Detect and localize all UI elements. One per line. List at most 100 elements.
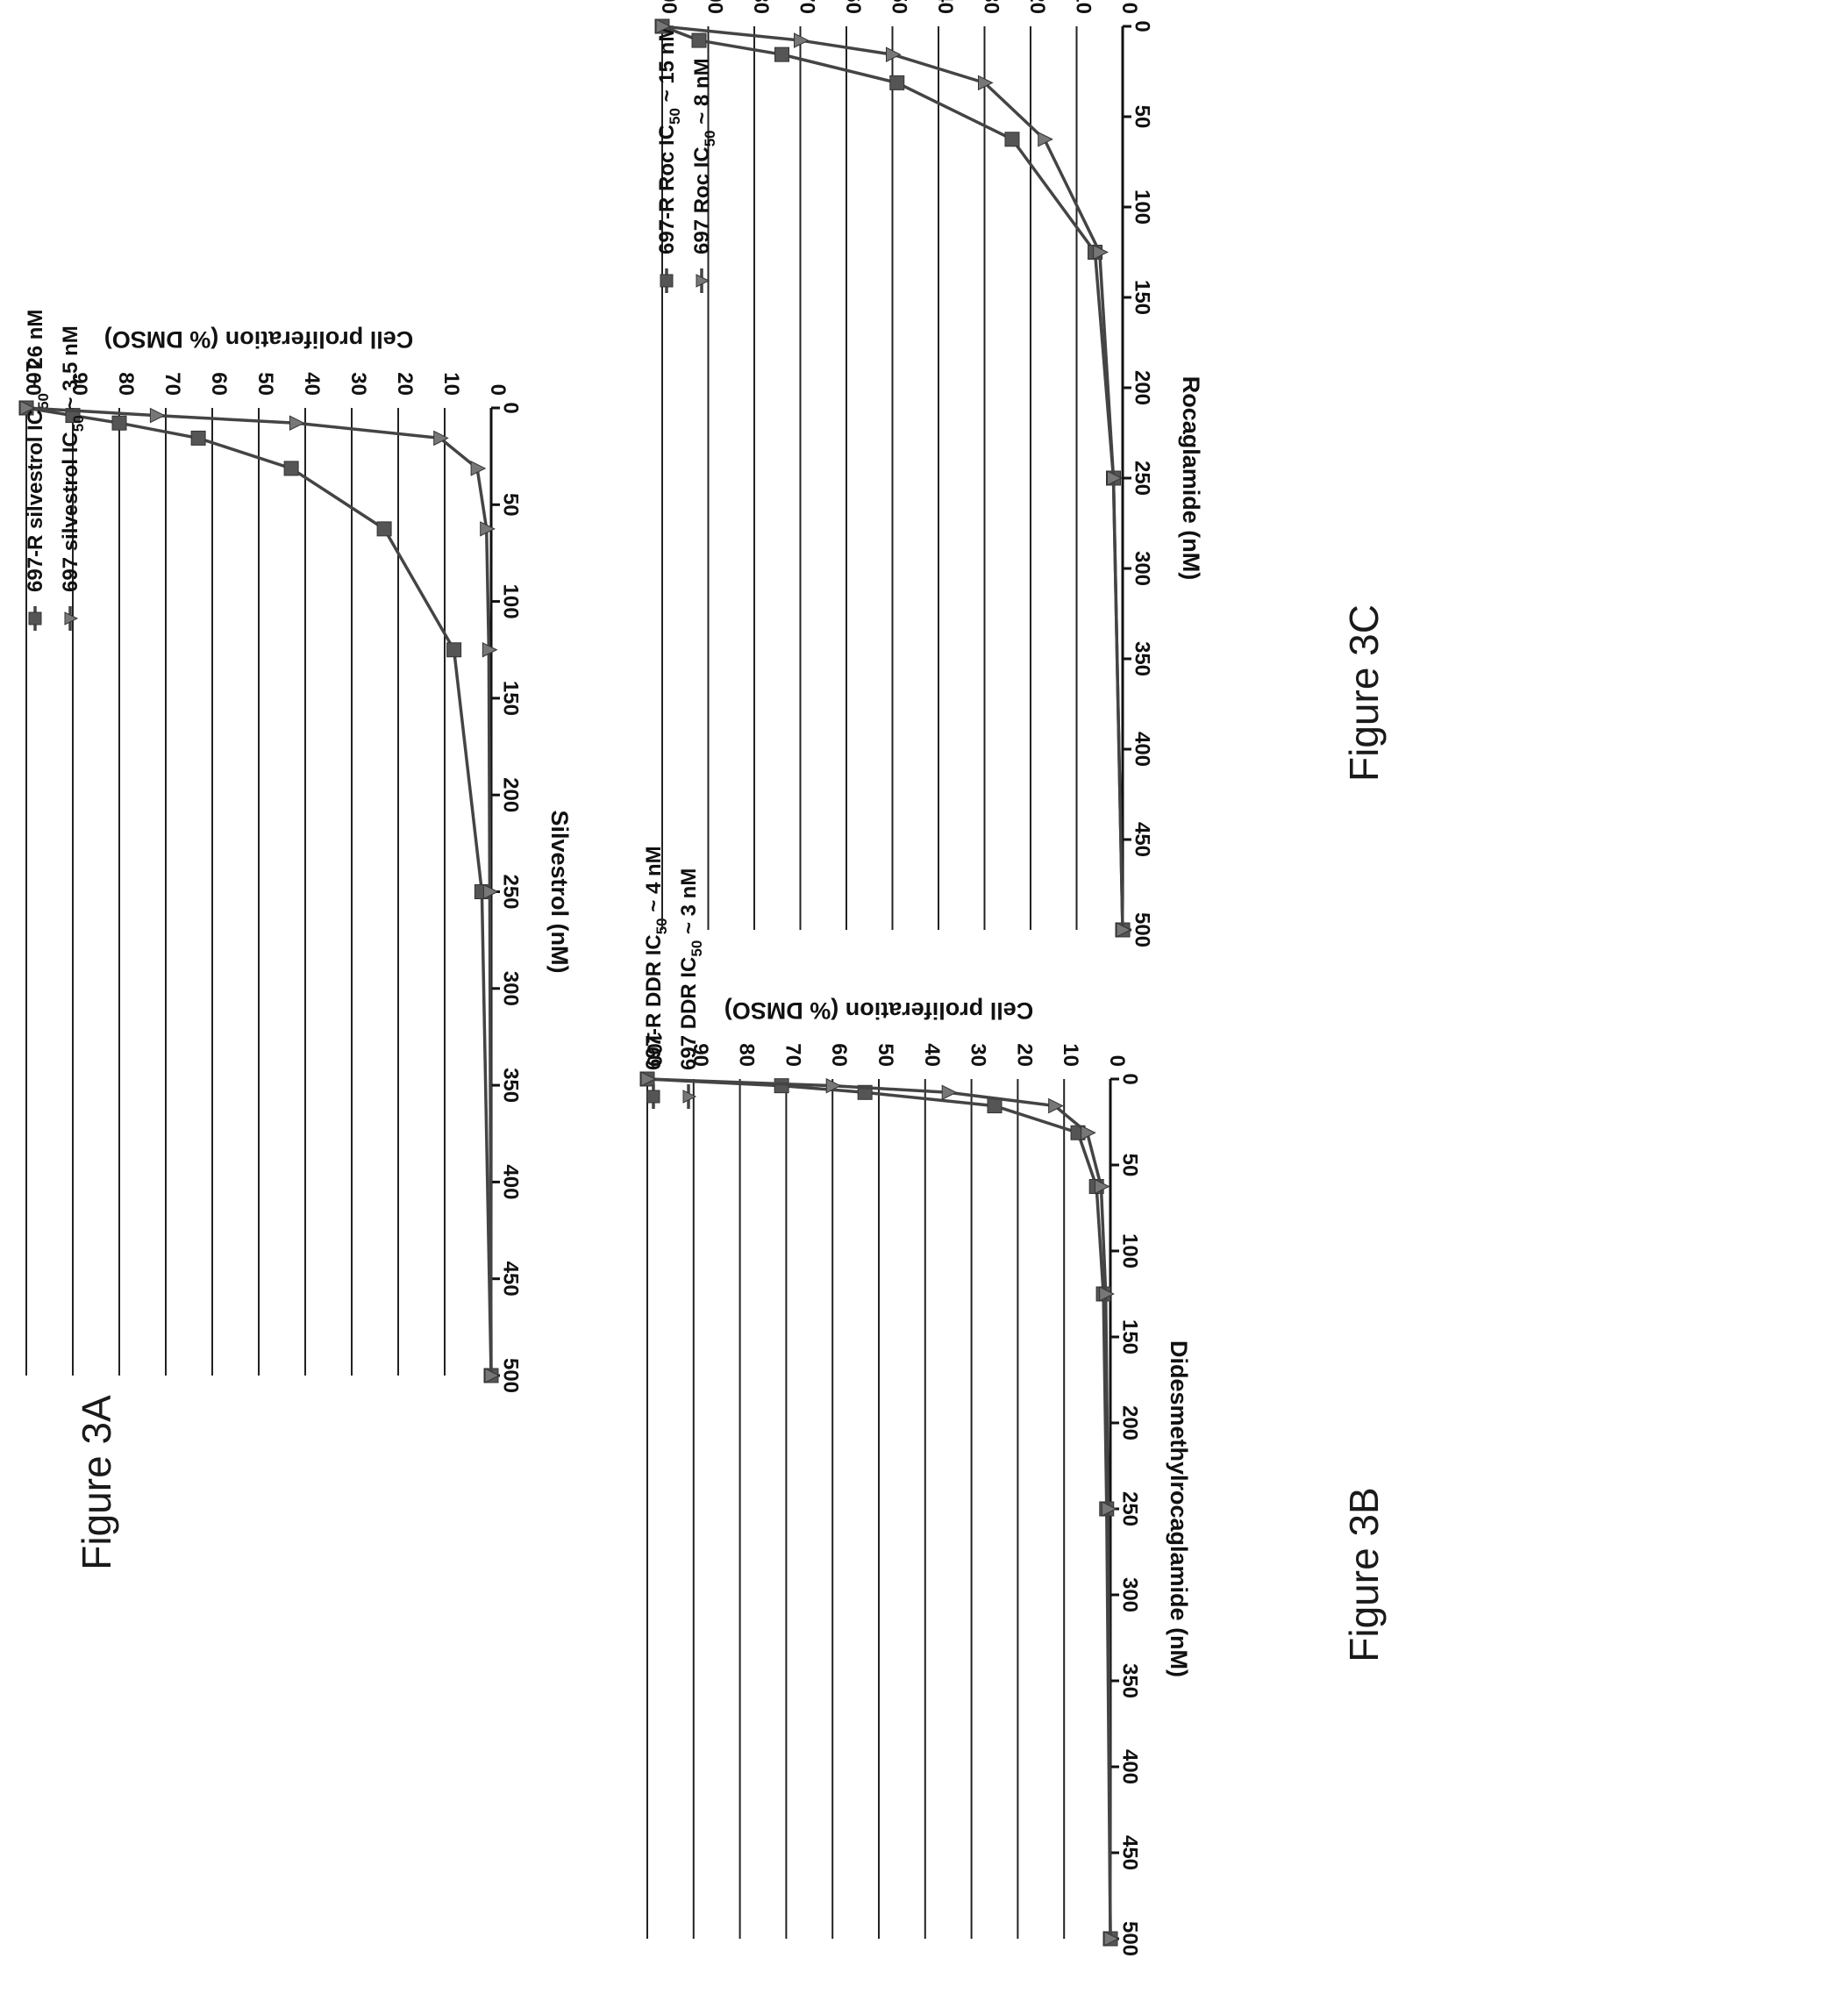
legend-name: 697-R Roc IC bbox=[655, 125, 679, 254]
legend-name: 697 silvestrol IC bbox=[59, 432, 82, 592]
data-point bbox=[283, 461, 299, 476]
y-tick-label: 0 bbox=[486, 384, 510, 396]
legend-subscript: 50 bbox=[35, 393, 52, 410]
x-tick-label: 500 bbox=[1131, 912, 1154, 947]
x-tick-label: 250 bbox=[499, 874, 523, 909]
data-point bbox=[774, 1078, 789, 1094]
x-tick-label: 300 bbox=[1131, 551, 1154, 586]
x-tick-label: 150 bbox=[499, 681, 523, 716]
x-tick-label: 350 bbox=[499, 1068, 523, 1103]
y-tick-label: 100 bbox=[657, 0, 681, 14]
legend-square bbox=[28, 611, 42, 625]
data-point bbox=[482, 883, 499, 900]
x-tick-label: 400 bbox=[499, 1164, 523, 1199]
data-point bbox=[1099, 1286, 1115, 1302]
legend-name: 697 Roc IC bbox=[690, 147, 714, 254]
legend-label: 697-R silvestrol IC50 ~ 26 nM bbox=[24, 310, 53, 592]
data-point bbox=[484, 1368, 501, 1383]
data-point bbox=[480, 521, 496, 537]
legend-triangle bbox=[682, 1090, 697, 1104]
data-point bbox=[1038, 131, 1053, 147]
data-point bbox=[1107, 470, 1123, 486]
y-tick-label: 40 bbox=[933, 0, 957, 14]
y-tick-label: 70 bbox=[781, 1043, 804, 1067]
y-tick-label: 100 bbox=[21, 361, 45, 396]
x-tick-label: 250 bbox=[1118, 1491, 1142, 1526]
legend-name: 697-R silvestrol IC bbox=[24, 410, 47, 592]
data-point bbox=[941, 1084, 958, 1101]
data-point bbox=[794, 32, 810, 48]
data-point bbox=[149, 407, 166, 424]
x-tick-label: 300 bbox=[1118, 1577, 1142, 1612]
data-point bbox=[1048, 1097, 1064, 1114]
y-tick-label: 100 bbox=[642, 1032, 666, 1067]
legend-label: 697 DDR IC50 ~ 3 nM bbox=[677, 868, 706, 1070]
legend-name: 697-R DDR IC bbox=[642, 934, 666, 1070]
figure-label: Figure 3B bbox=[1341, 1487, 1387, 1662]
y-tick-label: 80 bbox=[749, 0, 773, 14]
legend-marker bbox=[646, 1084, 660, 1109]
data-point bbox=[190, 430, 206, 446]
data-point bbox=[987, 1098, 1002, 1114]
y-tick-label: 30 bbox=[346, 372, 370, 396]
data-point bbox=[289, 415, 305, 432]
series-line bbox=[661, 25, 1124, 931]
x-tick-label: 300 bbox=[499, 971, 523, 1006]
data-point bbox=[825, 1077, 842, 1094]
x-tick-label: 150 bbox=[1118, 1319, 1142, 1354]
data-point bbox=[691, 32, 707, 48]
y-tick-label: 0 bbox=[1105, 1055, 1129, 1067]
x-tick-label: 500 bbox=[1118, 1921, 1142, 1956]
y-tick-label: 30 bbox=[967, 1043, 990, 1067]
x-tick-label: 350 bbox=[1131, 641, 1154, 676]
legend-square bbox=[646, 1090, 660, 1104]
x-tick-label: 400 bbox=[1131, 732, 1154, 767]
legend-label: 697-R DDR IC50 ~ 4 nM bbox=[642, 846, 671, 1070]
legend-triangle bbox=[696, 274, 710, 288]
y-tick-label: 20 bbox=[1025, 0, 1049, 14]
legend-marker bbox=[660, 268, 674, 293]
legend-subscript: 50 bbox=[667, 108, 683, 125]
data-point bbox=[1103, 1931, 1120, 1947]
figure-label: Figure 3C bbox=[1341, 604, 1387, 782]
panel-figure-3a: 0102030405060708090100050100150200250300… bbox=[18, 310, 573, 1570]
legend-subscript: 50 bbox=[70, 415, 87, 432]
y-tick-label: 0 bbox=[1117, 3, 1141, 14]
legend-label: 697 Roc IC50 ~ 8 nM bbox=[690, 58, 719, 254]
data-point bbox=[433, 430, 449, 447]
legend-square bbox=[660, 274, 674, 288]
legend-label: 697 silvestrol IC50 ~ 3.5 nM bbox=[59, 325, 88, 592]
data-point bbox=[19, 400, 36, 416]
legend-tail: ~ 3.5 nM bbox=[59, 325, 82, 415]
x-tick-label: 450 bbox=[1131, 822, 1154, 857]
x-tick-label: 350 bbox=[1118, 1663, 1142, 1698]
x-tick-label: 0 bbox=[1118, 1073, 1142, 1084]
y-axis-title: Cell proliferation (% DMSO) bbox=[724, 997, 1034, 1024]
x-axis-title: Didesmethylrocaglamide (nM) bbox=[1166, 1340, 1192, 1677]
legend-tail: ~ 3 nM bbox=[677, 868, 701, 940]
data-point bbox=[1004, 132, 1020, 147]
x-tick-label: 200 bbox=[1118, 1405, 1142, 1440]
y-tick-label: 40 bbox=[920, 1043, 944, 1067]
data-point bbox=[1094, 1178, 1110, 1195]
y-tick-label: 10 bbox=[1072, 0, 1095, 14]
y-tick-label: 90 bbox=[703, 0, 727, 14]
x-tick-label: 0 bbox=[1131, 20, 1154, 32]
data-point bbox=[1081, 1125, 1096, 1141]
y-tick-label: 90 bbox=[689, 1043, 712, 1067]
y-tick-label: 50 bbox=[888, 0, 911, 14]
legend-name: 697 DDR IC bbox=[677, 957, 701, 1070]
panel-figure-3b: 0 10 20 30 40 50 60 70 80 90 100 0 50 100 150 200 250 300… bbox=[639, 846, 1387, 1956]
data-point bbox=[886, 46, 902, 62]
y-tick-label: 70 bbox=[161, 372, 184, 396]
data-point bbox=[1093, 244, 1109, 261]
x-tick-label: 100 bbox=[1118, 1233, 1142, 1269]
y-tick-label: 50 bbox=[253, 372, 277, 396]
panel-figure-3c: 0 10 20 30 40 50 60 70 80 90 100 0 50 100 150 200 250 300… bbox=[654, 0, 1387, 947]
y-tick-label: 60 bbox=[827, 1043, 851, 1067]
y-tick-label: 70 bbox=[796, 0, 819, 14]
y-tick-label: 90 bbox=[68, 372, 91, 396]
legend-tail: ~ 8 nM bbox=[690, 58, 714, 130]
x-tick-label: 100 bbox=[1131, 189, 1154, 225]
